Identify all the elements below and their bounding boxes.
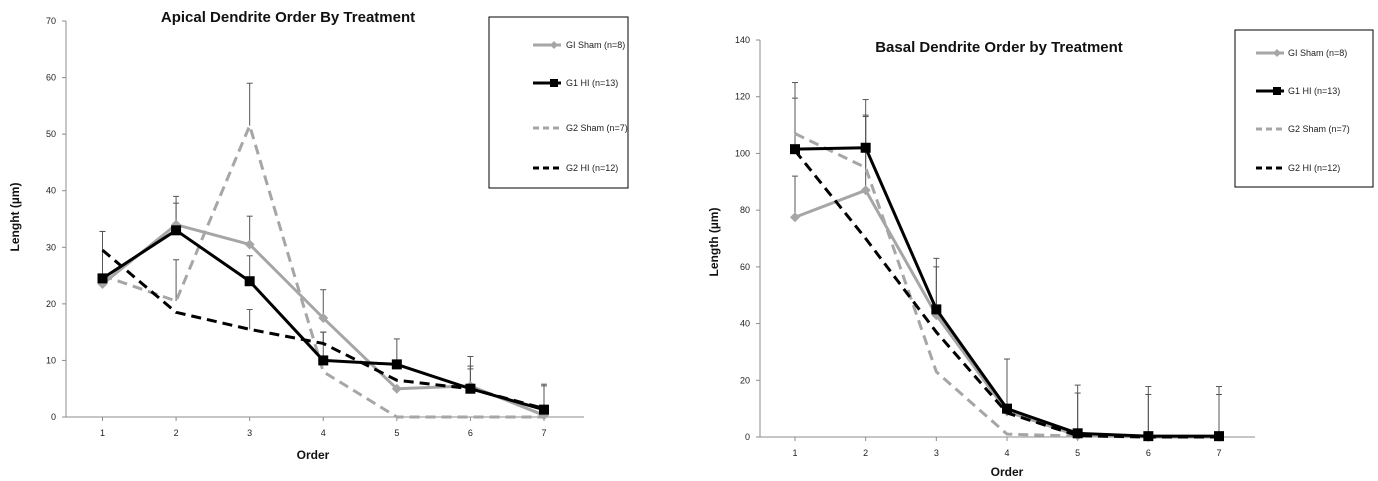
data-point-marker xyxy=(244,239,255,250)
data-point-marker xyxy=(171,225,182,236)
x-tick-label: 4 xyxy=(1004,448,1009,458)
legend-entry-label: GI Sham (n=8) xyxy=(1288,48,1347,58)
legend-swatch-marker xyxy=(1273,87,1281,95)
chart-2: Basal Dendrite Order by Treatment 0 20 40 60… xyxy=(707,29,1374,479)
chart-title: Basal Dendrite Order by Treatment xyxy=(875,39,1123,56)
y-tick-label: 80 xyxy=(740,205,750,215)
y-tick-label: 30 xyxy=(46,242,56,252)
y-tick-label: 10 xyxy=(46,355,56,365)
x-tick-label: 3 xyxy=(247,428,252,438)
legend-entry-label: G2 HI (n=12) xyxy=(566,163,618,173)
data-point-marker xyxy=(318,313,329,323)
data-point-marker xyxy=(1214,431,1224,442)
x-tick-label: 7 xyxy=(1216,448,1221,458)
data-point-marker xyxy=(97,273,108,284)
x-tick-label: 4 xyxy=(321,428,326,438)
data-point-marker xyxy=(391,359,402,370)
y-tick-label: 0 xyxy=(51,412,56,422)
data-point-marker xyxy=(1002,403,1012,414)
x-axis-label: Order xyxy=(991,465,1024,479)
x-tick-label: 1 xyxy=(792,448,797,458)
y-tick-label: 50 xyxy=(46,129,56,139)
legend-entry-label: G2 Sham (n=7) xyxy=(566,123,628,133)
data-point-marker xyxy=(539,404,549,415)
data-point-marker xyxy=(860,185,871,196)
legend-entry-label: G1 HI (n=13) xyxy=(566,78,618,88)
series-line-4 xyxy=(101,248,545,410)
data-point-marker xyxy=(391,383,402,394)
y-tick-label: 60 xyxy=(46,73,56,83)
legend-entry-label: G2 Sham (n=7) xyxy=(1288,124,1350,134)
y-tick-label: 60 xyxy=(740,262,750,272)
data-point-marker xyxy=(244,276,255,287)
x-tick-label: 1 xyxy=(100,428,105,438)
y-tick-label: 70 xyxy=(46,16,56,26)
y-tick-label: 0 xyxy=(745,432,750,442)
data-point-marker xyxy=(1143,431,1154,442)
x-tick-label: 6 xyxy=(1146,448,1151,458)
chart-1: Apical Dendrite Order By Treatment 0 10 20 3… xyxy=(8,9,629,462)
y-tick-label: 140 xyxy=(735,35,750,45)
x-tick-label: 2 xyxy=(174,428,179,438)
legend-entry-label: G2 HI (n=12) xyxy=(1288,163,1340,173)
y-tick-label: 120 xyxy=(735,92,750,102)
x-tick-label: 2 xyxy=(863,448,868,458)
legend: GI Sham (n=8) G1 HI (n=13) G2 Sham (n=7) G2… xyxy=(1234,29,1374,188)
legend: GI Sham (n=8) G1 HI (n=13) G2 Sham (n=7) G2… xyxy=(488,16,629,189)
legend-entry-label: G1 HI (n=13) xyxy=(1288,86,1340,96)
data-point-marker xyxy=(465,383,476,394)
y-axis-label: Lenght (µm) xyxy=(8,183,22,252)
legend-swatch-marker xyxy=(550,79,558,87)
series-line-3 xyxy=(102,124,544,419)
legend-swatch-marker xyxy=(1273,49,1281,57)
data-point-marker xyxy=(790,144,800,155)
y-tick-label: 20 xyxy=(740,375,750,385)
y-tick-label: 100 xyxy=(735,148,750,158)
data-point-marker xyxy=(790,212,800,223)
legend-box xyxy=(1234,29,1374,188)
legend-swatch-marker xyxy=(550,41,558,49)
y-tick-label: 40 xyxy=(46,186,56,196)
x-tick-label: 5 xyxy=(394,428,399,438)
data-point-marker xyxy=(318,355,329,366)
x-tick-label: 7 xyxy=(541,428,546,438)
data-point-marker xyxy=(931,304,942,315)
data-point-marker xyxy=(860,142,871,153)
data-point-marker xyxy=(1072,428,1083,439)
y-tick-label: 20 xyxy=(46,299,56,309)
x-axis-label: Order xyxy=(297,448,330,462)
y-axis-label: Length (µm) xyxy=(707,208,721,277)
x-tick-label: 6 xyxy=(468,428,473,438)
x-tick-label: 5 xyxy=(1075,448,1080,458)
x-tick-label: 3 xyxy=(934,448,939,458)
chart-title: Apical Dendrite Order By Treatment xyxy=(161,9,415,26)
y-tick-label: 40 xyxy=(740,319,750,329)
legend-entry-label: GI Sham (n=8) xyxy=(566,40,625,50)
